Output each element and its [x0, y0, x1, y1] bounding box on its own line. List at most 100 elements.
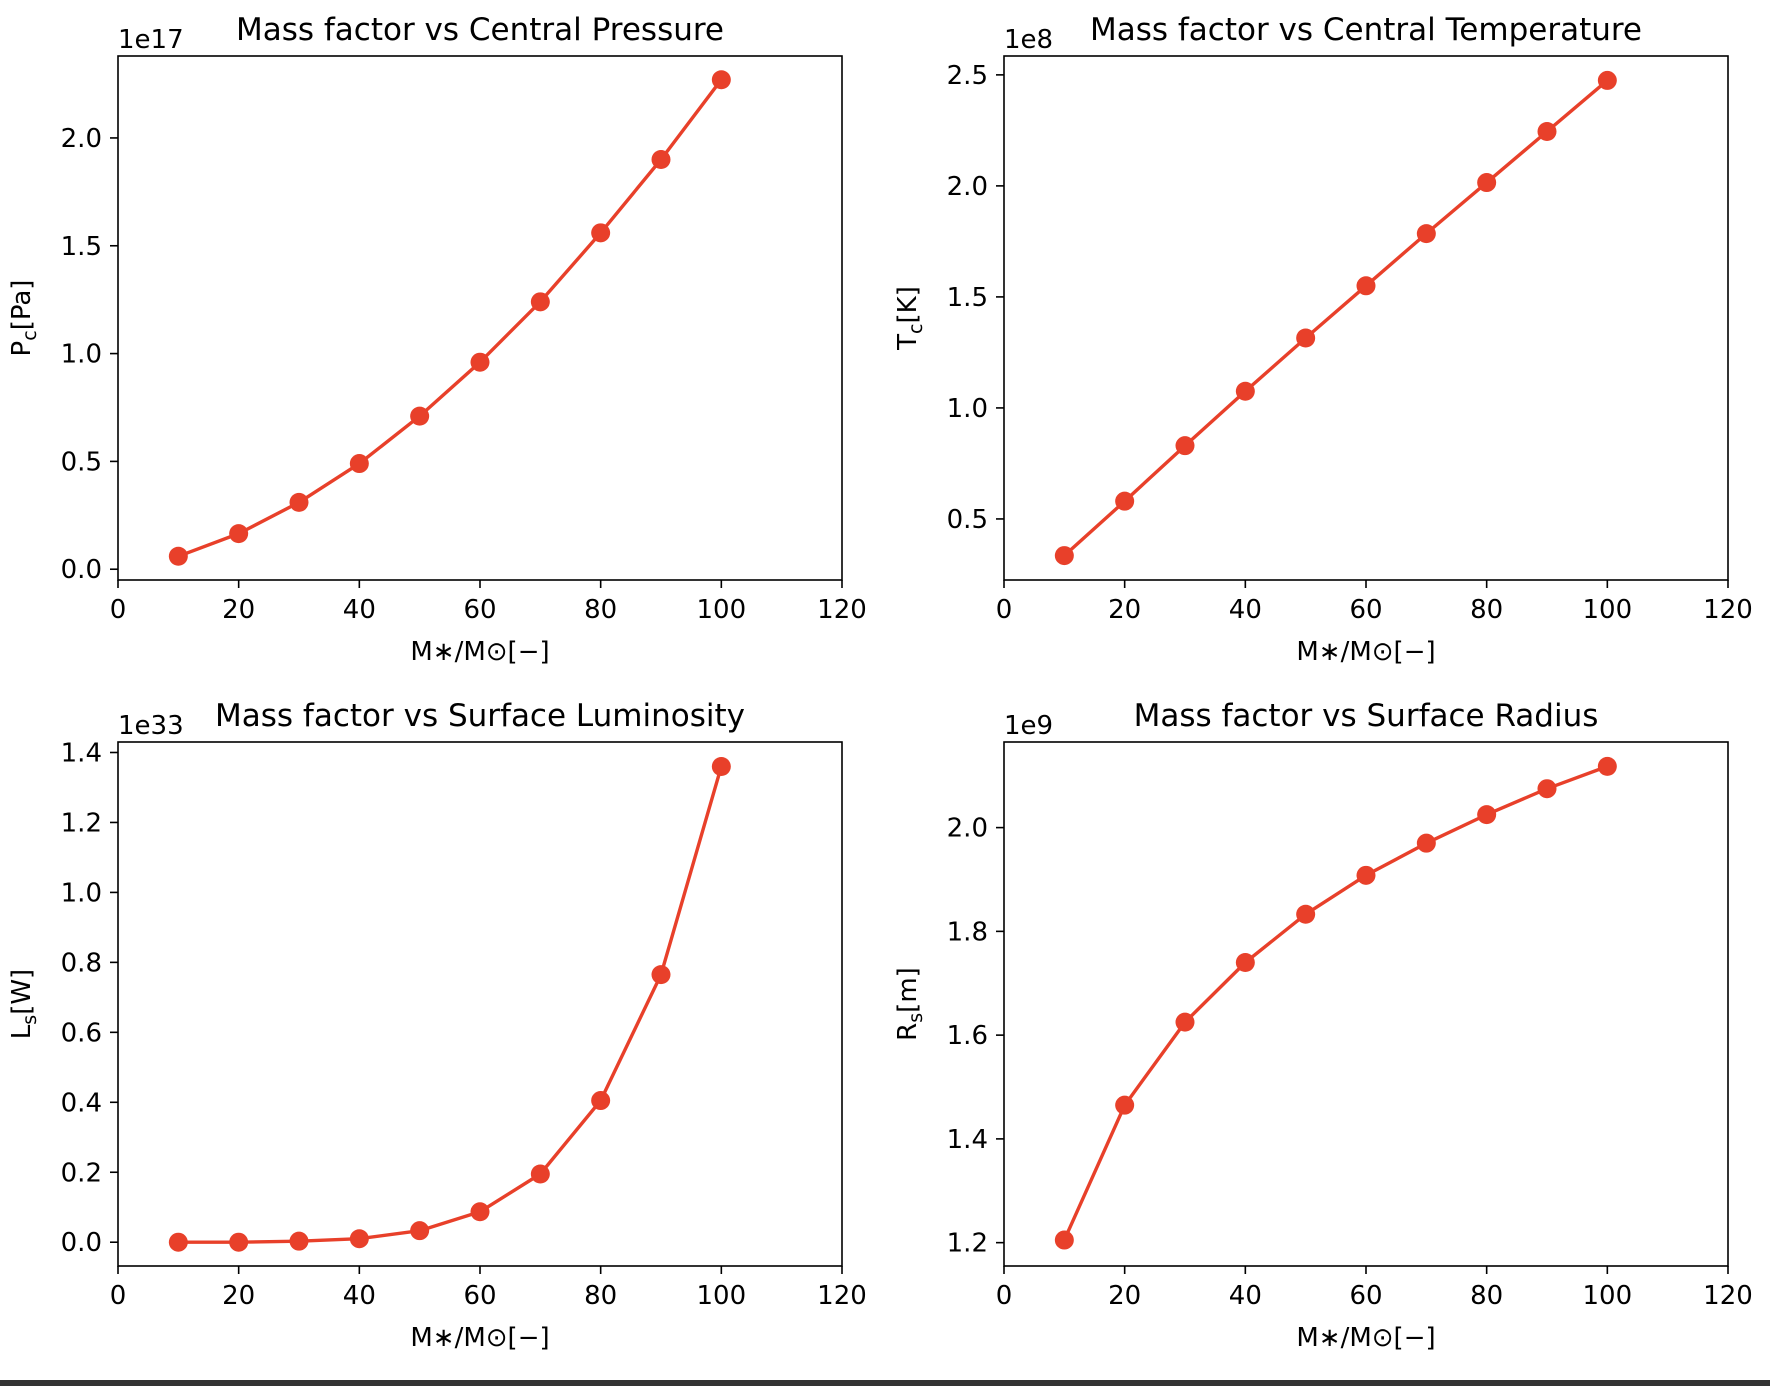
data-point — [1054, 546, 1074, 566]
y-offset-text: 1e33 — [118, 711, 184, 741]
data-point — [1296, 328, 1316, 348]
data-point — [470, 1202, 490, 1222]
data-point — [1115, 1095, 1135, 1115]
y-tick-label: 1.5 — [61, 232, 102, 262]
data-point — [530, 292, 550, 312]
plot-frame — [1003, 741, 1729, 1267]
series-line — [1062, 764, 1608, 1241]
data-point — [289, 1231, 309, 1251]
y-axis-label-subscript: s — [905, 1013, 927, 1023]
data-point — [1356, 865, 1376, 885]
x-tick-label: 40 — [1229, 1281, 1262, 1311]
data-point — [1416, 224, 1436, 244]
x-tick-label: 20 — [222, 1281, 255, 1311]
x-tick-label: 20 — [1108, 1281, 1141, 1311]
y-tick-label: 0.8 — [61, 948, 102, 978]
y-tick-label: 2.5 — [947, 61, 988, 91]
y-tick-label: 0.0 — [61, 1228, 102, 1258]
y-axis-label: Pc[Pa] — [7, 280, 41, 357]
data-point — [410, 406, 430, 426]
data-point — [711, 756, 731, 776]
chart-title: Mass factor vs Surface Luminosity — [215, 698, 745, 734]
x-tick-label: 20 — [1108, 595, 1141, 625]
x-tick-label: 80 — [1470, 595, 1503, 625]
series-line — [1063, 79, 1609, 557]
x-tick-label: 100 — [1583, 595, 1633, 625]
data-point — [1235, 381, 1255, 401]
x-axis-label: M∗/M⊙[−] — [410, 637, 549, 667]
data-point — [1175, 436, 1195, 456]
plot-frame — [1003, 55, 1729, 581]
data-point — [1537, 779, 1557, 799]
y-axis-label: Ls[W] — [7, 969, 41, 1039]
chart-title: Mass factor vs Central Temperature — [1090, 12, 1642, 48]
data-point — [1175, 1012, 1195, 1032]
data-point — [349, 454, 369, 474]
data-point — [1054, 1230, 1074, 1250]
chart-panel-1: Mass factor vs Central Pressure 1e17 0 20 40… — [7, 12, 867, 667]
data-point — [591, 1091, 611, 1111]
x-tick-label: 100 — [697, 595, 747, 625]
data-point — [1477, 805, 1497, 825]
data-point — [410, 1221, 430, 1241]
data-point — [229, 1232, 249, 1252]
y-tick-label: 1.8 — [947, 917, 988, 947]
y-axis-label-subscript: s — [19, 1015, 41, 1025]
plot-frame — [117, 741, 843, 1267]
x-tick-label: 100 — [1583, 1281, 1633, 1311]
y-tick-label: 1.0 — [61, 340, 102, 370]
data-point — [1296, 904, 1316, 924]
y-tick-label: 0.2 — [61, 1158, 102, 1188]
bottom-bar — [0, 1380, 1770, 1386]
data-point — [530, 1164, 550, 1184]
data-point — [168, 546, 188, 566]
x-axis-label: M∗/M⊙[−] — [410, 1323, 549, 1353]
x-tick-label: 60 — [1349, 1281, 1382, 1311]
x-tick-label: 40 — [343, 1281, 376, 1311]
x-tick-label: 120 — [817, 595, 867, 625]
y-tick-label: 1.4 — [947, 1125, 988, 1155]
y-tick-label: 2.0 — [61, 124, 102, 154]
data-point — [1597, 70, 1617, 90]
y-axis-label-subscript: c — [905, 324, 927, 334]
series-line — [178, 766, 723, 1244]
y-offset-text: 1e9 — [1004, 711, 1053, 741]
y-axis-label: Tc[K] — [893, 286, 927, 351]
x-tick-label: 80 — [1470, 1281, 1503, 1311]
y-axis-label-unit: [K] — [893, 286, 923, 323]
y-tick-label: 2.0 — [947, 814, 988, 844]
y-axis-label-unit: [m] — [893, 967, 923, 1013]
x-tick-label: 80 — [584, 595, 617, 625]
y-tick-label: 0.5 — [947, 505, 988, 535]
x-tick-label: 0 — [996, 1281, 1013, 1311]
y-offset-text: 1e8 — [1004, 25, 1053, 55]
data-point — [289, 492, 309, 512]
x-tick-label: 60 — [463, 1281, 496, 1311]
y-tick-label: 0.4 — [61, 1088, 102, 1118]
x-tick-label: 20 — [222, 595, 255, 625]
x-tick-label: 40 — [343, 595, 376, 625]
data-point — [1115, 491, 1135, 511]
x-tick-label: 80 — [584, 1281, 617, 1311]
x-tick-label: 120 — [817, 1281, 867, 1311]
x-axis-label: M∗/M⊙[−] — [1296, 1323, 1435, 1353]
y-axis-label: Rs[m] — [893, 967, 927, 1041]
y-tick-label: 1.6 — [947, 1021, 988, 1051]
y-tick-label: 1.2 — [947, 1229, 988, 1259]
y-axis-label-unit: [W] — [7, 969, 37, 1015]
x-tick-label: 40 — [1229, 595, 1262, 625]
chart-title: Mass factor vs Central Pressure — [236, 12, 724, 48]
data-point — [651, 150, 671, 170]
data-point — [651, 965, 671, 985]
data-point — [1356, 276, 1376, 296]
series-line — [177, 78, 723, 558]
chart-panel-3: Mass factor vs Surface Luminosity 1e33 0 20… — [7, 698, 867, 1353]
data-point — [711, 70, 731, 90]
data-point — [1235, 952, 1255, 972]
data-point — [470, 352, 490, 372]
y-tick-label: 1.5 — [947, 283, 988, 313]
data-point — [168, 1232, 188, 1252]
y-tick-label: 1.0 — [947, 394, 988, 424]
x-tick-label: 60 — [463, 595, 496, 625]
